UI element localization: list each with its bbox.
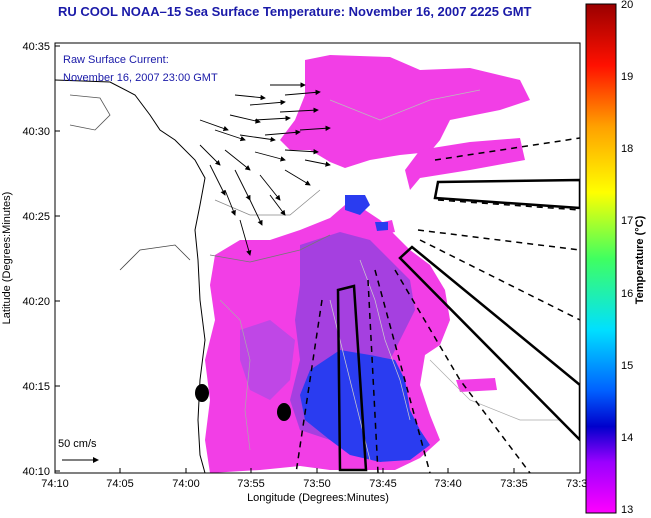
x-tick-label: 73:3: [566, 478, 587, 490]
colorbar-tick: 15: [621, 360, 633, 372]
colorbar-tick: 19: [621, 71, 633, 83]
y-tick-label: 40:25: [22, 211, 50, 223]
y-axis-label: Latitude (Degrees:Minutes): [1, 192, 13, 325]
colorbar-tick: 20: [621, 0, 633, 11]
x-tick-label: 74:05: [106, 478, 134, 490]
y-tick-label: 40:35: [22, 41, 50, 53]
station-marker: [277, 403, 291, 421]
region-box-2: [398, 245, 580, 442]
colorbar-tick: 14: [621, 432, 633, 444]
region-box-3: [433, 178, 580, 210]
x-axis-label: Longitude (Degrees:Minutes): [247, 492, 389, 504]
x-axis: 74:10 74:05 74:00 73:55 73:50 73:45 73:4…: [41, 468, 587, 504]
x-tick-label: 73:50: [303, 478, 331, 490]
current-label-line2: November 16, 2007 23:00 GMT: [63, 72, 218, 84]
x-tick-label: 73:35: [500, 478, 528, 490]
region-box-1: [336, 284, 368, 472]
dashed-tracks: [295, 137, 580, 473]
station-marker: [195, 384, 209, 402]
y-tick-label: 40:30: [22, 126, 50, 138]
colorbar: 20 19 18 17 16 15 14 13 Temperature (°C): [585, 0, 646, 516]
x-tick-label: 73:55: [237, 478, 265, 490]
chart-title: RU COOL NOAA–15 Sea Surface Temperature:…: [58, 4, 532, 19]
y-tick-label: 40:15: [22, 381, 50, 393]
y-tick-label: 40:10: [22, 466, 50, 478]
x-tick-label: 73:40: [434, 478, 462, 490]
colorbar-tick: 18: [621, 143, 633, 155]
colorbar-tick: 17: [621, 215, 633, 227]
x-tick-label: 73:45: [369, 478, 397, 490]
x-tick-label: 74:10: [41, 478, 69, 490]
current-vectors: [199, 82, 331, 256]
colorbar-tick: 16: [621, 288, 633, 300]
y-axis: 40:35 40:30 40:25 40:20 40:15 40:10 Lati…: [1, 41, 60, 478]
scale-label: 50 cm/s: [58, 438, 97, 450]
colorbar-label: Temperature (°C): [634, 215, 646, 304]
colorbar-tick: 13: [621, 504, 633, 516]
sst-field: [55, 55, 580, 473]
current-label-line1: Raw Surface Current:: [63, 54, 169, 66]
x-tick-label: 74:00: [172, 478, 200, 490]
colorbar-gradient: [585, 3, 617, 514]
y-tick-label: 40:20: [22, 296, 50, 308]
